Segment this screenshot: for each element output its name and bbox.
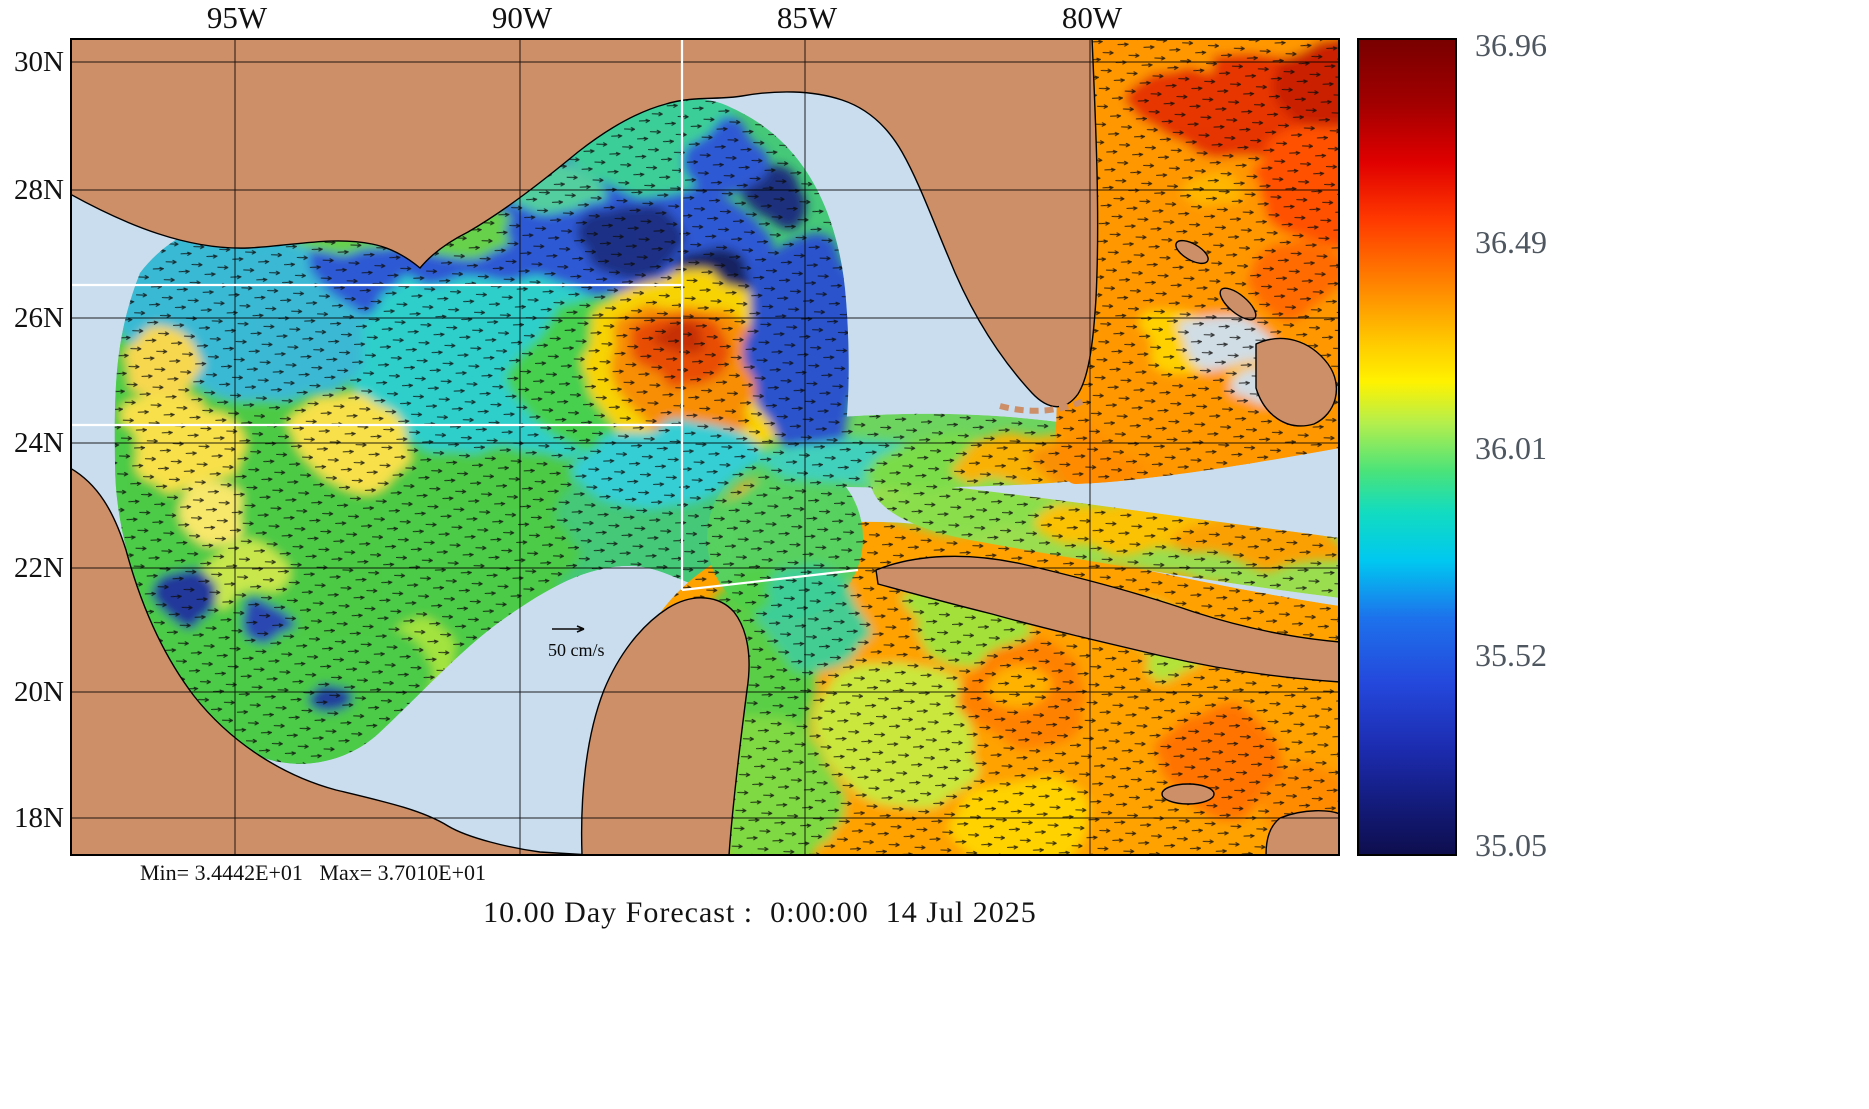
colorbar-tick-label: 35.52 <box>1475 637 1547 673</box>
land-layer <box>69 37 1341 856</box>
land-bahamas-bank <box>1255 337 1338 427</box>
colorbar-tick-label: 35.05 <box>1475 827 1547 863</box>
colorbar-tick-label: 36.49 <box>1475 224 1547 260</box>
minmax-annotation: Min= 3.4442E+01 Max= 3.7010E+01 <box>140 860 487 885</box>
land-mexico <box>69 466 591 856</box>
grid-layer <box>70 38 1340 855</box>
lat-tick-label: 22N <box>14 552 64 584</box>
lon-tick-label: 85W <box>776 0 838 35</box>
lat-tick-label: 20N <box>14 676 64 708</box>
vector-scale-label: 50 cm/s <box>548 640 605 660</box>
land-florida-keys <box>999 397 1088 414</box>
colorbar-tick-label: 36.01 <box>1475 430 1547 466</box>
lat-tick-label: 28N <box>14 174 64 206</box>
land-jamaica <box>1161 783 1215 805</box>
land-yucatan <box>580 597 750 856</box>
plot-border <box>70 38 1340 856</box>
lon-tick-label: 95W <box>206 0 268 35</box>
white-section-lines <box>70 38 859 592</box>
map-plot: 50 cm/s <box>69 37 1341 856</box>
lat-tick-label: 24N <box>14 427 64 459</box>
land-north-gulf-coast-florida <box>69 37 1099 408</box>
lat-tick-label: 18N <box>14 802 64 834</box>
vector-scale: 50 cm/s <box>548 625 605 660</box>
map-canvas: 50 cm/s <box>69 37 1341 856</box>
lat-tick-label: 26N <box>14 302 64 334</box>
lon-tick-label: 80W <box>1061 0 1123 35</box>
colorbar-tick-label: 36.96 <box>1475 27 1547 63</box>
lon-tick-label: 90W <box>491 0 553 35</box>
vector-scale-arrow <box>552 625 585 633</box>
lat-tick-label: 30N <box>14 46 64 78</box>
colorbar <box>1357 38 1457 856</box>
plot-title: 10.00 Day Forecast : 0:00:00 14 Jul 2025 <box>483 896 1037 929</box>
land-bahamas-island <box>1175 239 1209 265</box>
